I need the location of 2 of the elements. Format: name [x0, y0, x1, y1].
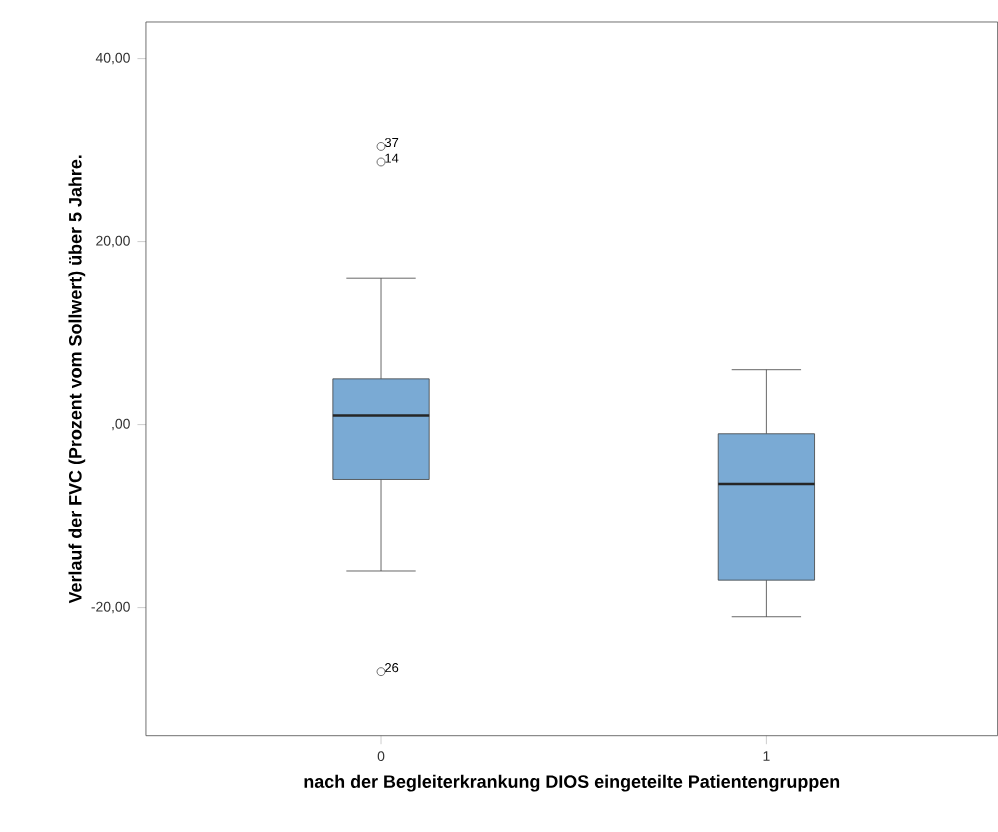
y-axis-title: Verlauf der FVC (Prozent vom Sollwert) über 5 Jahre. [68, 155, 86, 604]
x-axis-title: nach der Begleiterkrankung DIOS eingeteilte Patientengruppen [304, 774, 840, 792]
